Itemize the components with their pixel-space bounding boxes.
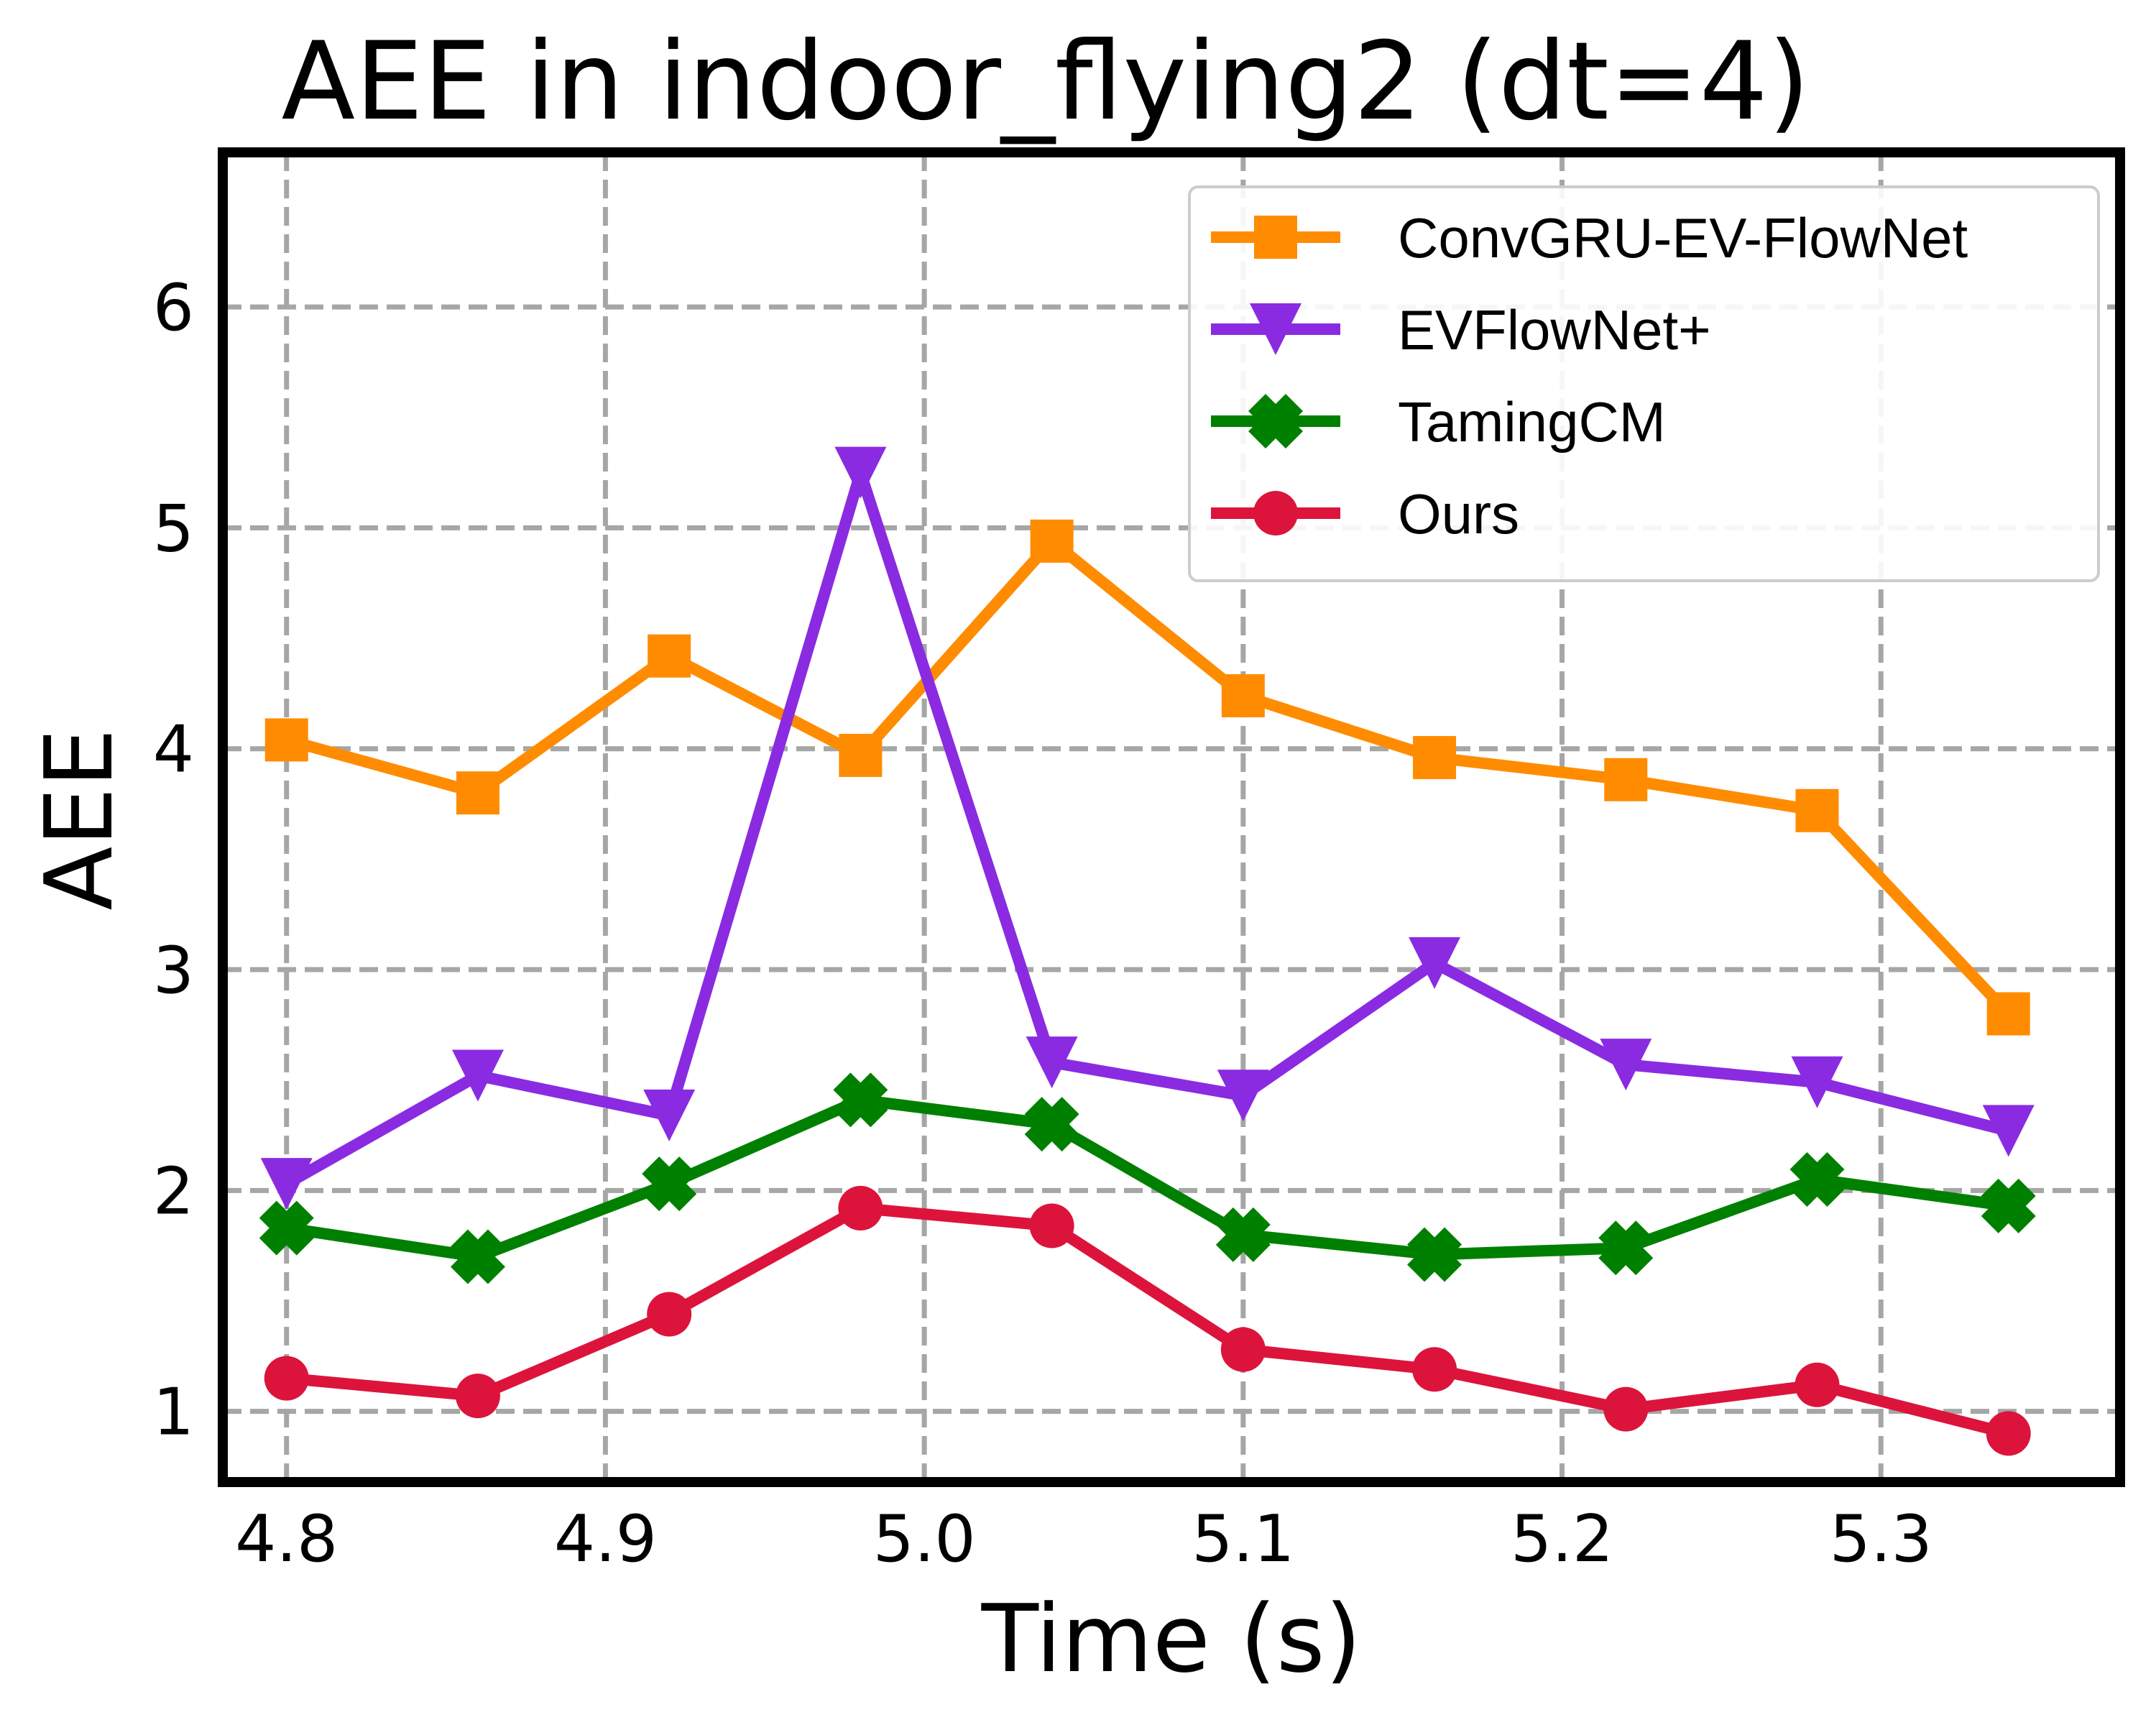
series-tamingcm	[259, 1072, 2036, 1284]
data-point-tamingcm	[1789, 1151, 1845, 1207]
legend-marker-ours	[1253, 491, 1298, 535]
data-point-convgru-ev-flownet	[264, 718, 308, 762]
data-point-ours	[1986, 1411, 2031, 1456]
data-point-tamingcm	[1981, 1178, 2036, 1233]
plot-frame	[218, 147, 2125, 1487]
data-point-evflownet	[260, 1158, 313, 1210]
data-point-evflownet	[1217, 1070, 1269, 1122]
data-point-convgru-ev-flownet	[456, 771, 499, 815]
data-point-evflownet	[1791, 1056, 1843, 1108]
data-point-convgru-ev-flownet	[1986, 992, 2030, 1036]
data-point-convgru-ev-flownet	[1221, 673, 1265, 717]
data-point-evflownet	[1600, 1039, 1652, 1091]
x-tick-label: 5.1	[1192, 1501, 1294, 1577]
data-point-evflownet	[451, 1049, 504, 1102]
legend-label-tamingcm: TamingCM	[1398, 390, 1666, 454]
data-point-ours	[1412, 1347, 1457, 1392]
data-point-tamingcm	[1024, 1097, 1079, 1152]
data-point-convgru-ev-flownet	[1413, 736, 1457, 780]
legend-box	[1188, 185, 2100, 582]
data-point-convgru-ev-flownet	[1795, 788, 1839, 832]
legend-marker-evflownet	[1250, 303, 1302, 355]
data-point-convgru-ev-flownet	[839, 733, 883, 777]
series-convgru-ev-flownet	[264, 519, 2030, 1036]
data-point-ours	[1795, 1362, 1840, 1407]
data-point-tamingcm	[1598, 1220, 1654, 1276]
y-tick-label: 4	[153, 712, 194, 788]
x-tick-label: 5.0	[873, 1501, 976, 1577]
data-point-ours	[1603, 1386, 1649, 1432]
y-tick-label: 5	[153, 491, 194, 566]
y-tick-labels: 1 2 3 4 5 6	[153, 270, 194, 1450]
series-line-tamingcm	[285, 1094, 2009, 1263]
series-evflownet	[260, 446, 2035, 1210]
data-point-evflownet	[643, 1089, 696, 1141]
x-axis-title: Time (s)	[981, 1584, 1362, 1693]
data-point-tamingcm	[259, 1200, 314, 1256]
legend-label-convgru-ev-flownet: ConvGRU-EV-FlowNet	[1398, 206, 1968, 270]
data-point-tamingcm	[1215, 1207, 1271, 1262]
data-point-tamingcm	[1407, 1227, 1462, 1282]
legend-marker-tamingcm	[1248, 394, 1303, 448]
data-point-evflownet	[1409, 937, 1461, 989]
data-point-ours	[1029, 1203, 1074, 1248]
y-tick-label: 2	[153, 1154, 194, 1229]
series-layer	[259, 446, 2036, 1456]
series-line-evflownet	[283, 466, 2010, 1190]
data-point-evflownet	[1026, 1036, 1078, 1089]
data-point-tamingcm	[450, 1229, 505, 1284]
series-ours	[264, 1185, 2031, 1456]
x-tick-label: 4.9	[554, 1501, 657, 1577]
data-point-convgru-ev-flownet	[648, 634, 691, 678]
data-point-ours	[1220, 1327, 1266, 1372]
x-tick-label: 5.2	[1511, 1501, 1613, 1577]
chart-title: AEE in indoor_flying2 (dt=4)	[282, 19, 1810, 144]
x-tick-label: 4.8	[235, 1501, 338, 1577]
data-point-convgru-ev-flownet	[1604, 758, 1648, 801]
legend: ConvGRU-EV-FlowNet EVFlowNet+ TamingCM Ours	[1188, 185, 2100, 582]
data-point-evflownet	[834, 446, 887, 499]
y-tick-label: 1	[153, 1375, 194, 1450]
data-point-ours	[455, 1374, 500, 1419]
data-point-ours	[647, 1292, 692, 1337]
x-tick-label: 5.3	[1830, 1501, 1932, 1577]
data-point-ours	[838, 1185, 883, 1230]
data-point-evflownet	[1982, 1105, 2035, 1157]
data-point-ours	[264, 1356, 309, 1401]
legend-label-evflownet: EVFlowNet+	[1398, 298, 1711, 362]
legend-marker-convgru-ev-flownet	[1254, 216, 1297, 259]
legend-label-ours: Ours	[1398, 482, 1519, 546]
y-tick-label: 3	[153, 933, 194, 1008]
data-point-tamingcm	[833, 1072, 888, 1128]
data-point-tamingcm	[642, 1156, 697, 1212]
y-axis-title: AEE	[24, 728, 134, 910]
series-line-ours	[286, 1202, 2010, 1440]
y-tick-label: 6	[153, 270, 194, 346]
data-point-convgru-ev-flownet	[1030, 519, 1074, 563]
series-line-convgru-ev-flownet	[285, 535, 2013, 1018]
x-tick-labels: 4.8 4.9 5.0 5.1 5.2 5.3	[235, 1501, 1932, 1577]
